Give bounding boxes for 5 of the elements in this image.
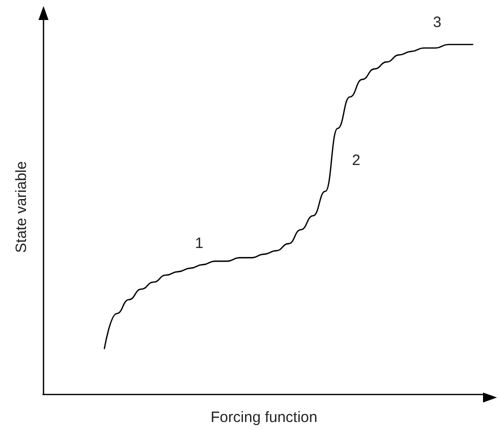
annotation: 1	[195, 235, 204, 252]
annotation: 2	[352, 152, 360, 169]
y-axis-title: State variable	[13, 161, 30, 253]
text: 3	[433, 14, 442, 31]
x-axis-title: Forcing function	[210, 409, 318, 426]
